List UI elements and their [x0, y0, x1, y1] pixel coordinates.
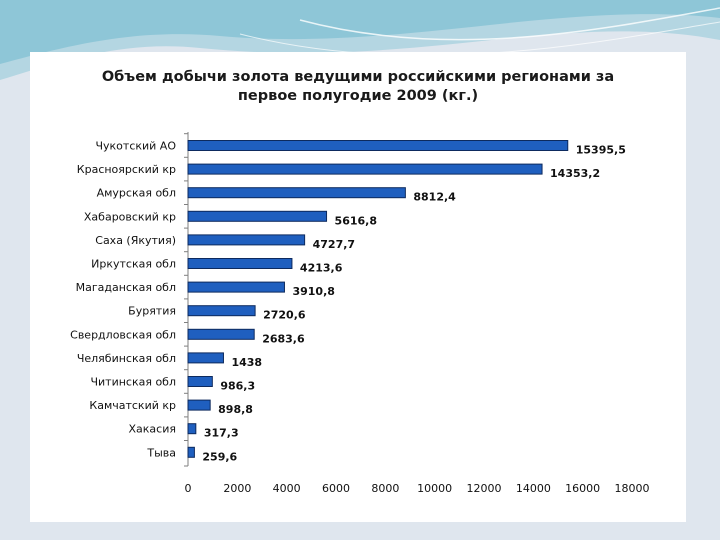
bar — [187, 352, 224, 364]
bar — [187, 423, 197, 435]
x-tick-label: 4000 — [273, 482, 301, 495]
data-label: 15395,5 — [576, 144, 626, 157]
bar — [187, 210, 328, 222]
chart-title: Объем добычи золота ведущими российскими… — [30, 68, 686, 106]
bar — [187, 234, 306, 246]
category-label: Свердловская обл — [70, 328, 176, 341]
x-tick-label: 2000 — [223, 482, 251, 495]
bar — [187, 281, 285, 293]
category-label: Камчатский кр — [89, 399, 176, 412]
bar — [187, 258, 293, 269]
category-label: Бурятия — [128, 305, 176, 318]
x-tick-label: 6000 — [322, 482, 350, 495]
data-label: 898,8 — [218, 403, 253, 416]
x-tick-label: 18000 — [615, 482, 650, 495]
category-label: Магаданская обл — [76, 281, 176, 294]
chart-panel: Объем добычи золота ведущими российскими… — [30, 52, 686, 522]
x-tick-label: 12000 — [467, 482, 502, 495]
bar — [187, 187, 406, 199]
bar — [187, 328, 255, 340]
category-label: Читинская обл — [90, 376, 176, 389]
category-label: Тыва — [146, 446, 176, 459]
bar — [187, 163, 543, 175]
bar — [187, 376, 213, 387]
bar — [187, 399, 211, 411]
data-label: 1438 — [231, 356, 262, 369]
x-tick-label: 0 — [185, 482, 192, 495]
data-label: 3910,8 — [292, 285, 334, 298]
category-label: Челябинская обл — [77, 352, 176, 365]
data-label: 14353,2 — [550, 167, 600, 180]
category-label: Иркутская обл — [91, 258, 176, 271]
category-label: Красноярский кр — [77, 163, 176, 176]
data-label: 2683,6 — [262, 332, 305, 345]
bar — [187, 140, 569, 151]
data-label: 2720,6 — [263, 309, 306, 322]
category-label: Чукотский АО — [95, 140, 176, 153]
data-label: 259,6 — [202, 450, 237, 463]
chart-title-line-2: первое полугодие 2009 (кг.) — [237, 88, 479, 104]
bar — [187, 446, 195, 458]
data-label: 4213,6 — [300, 262, 343, 275]
x-tick-label: 10000 — [417, 482, 452, 495]
category-label: Хабаровский кр — [84, 210, 176, 223]
data-label: 986,3 — [220, 380, 255, 393]
x-tick-label: 14000 — [516, 482, 551, 495]
x-tick-label: 16000 — [565, 482, 600, 495]
category-label: Саха (Якутия) — [95, 234, 176, 247]
bar-chart: Чукотский АО 15395,5 Красноярский кр 14353,… — [70, 132, 650, 495]
data-label: 5616,8 — [335, 214, 377, 227]
data-label: 317,3 — [204, 427, 239, 440]
data-label: 4727,7 — [313, 238, 355, 251]
data-label: 8812,4 — [413, 191, 456, 204]
category-label: Хакасия — [129, 423, 176, 436]
x-tick-label: 8000 — [371, 482, 399, 495]
chart-title-line-1: Объем добычи золота ведущими российскими… — [101, 69, 615, 85]
category-label: Амурская обл — [97, 187, 176, 200]
bar — [187, 305, 256, 317]
